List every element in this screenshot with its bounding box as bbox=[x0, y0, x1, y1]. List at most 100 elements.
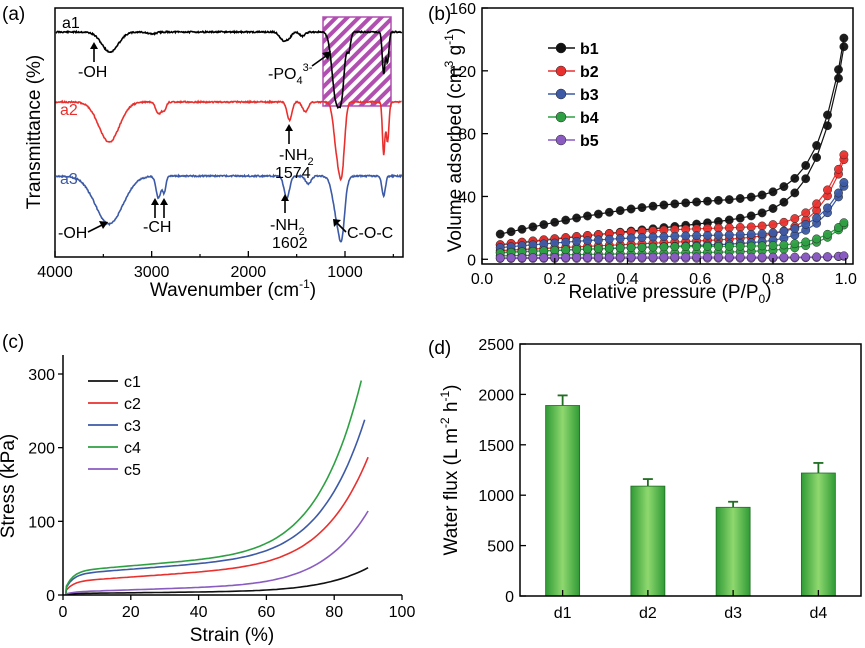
panel-d-xtick-label-d1: d1 bbox=[554, 605, 572, 622]
legend-label-c5: c5 bbox=[124, 462, 141, 479]
panel-b-ytick-label-2: 80 bbox=[458, 127, 476, 144]
arrowhead-nh2-a2 bbox=[285, 124, 293, 131]
panel-d-frame bbox=[519, 343, 862, 597]
bar-d3 bbox=[715, 506, 751, 597]
point-b4-des-7 bbox=[572, 244, 582, 254]
point-b3-des-27 bbox=[790, 224, 800, 234]
point-b2-des-30 bbox=[823, 185, 832, 195]
panel-b-xtick-label-0: 0.0 bbox=[471, 271, 493, 288]
legend-label-b4: b4 bbox=[580, 110, 599, 127]
point-b3-des-28 bbox=[801, 219, 811, 229]
series-line-c5 bbox=[65, 510, 369, 596]
panel-b-xtick-label-4: 0.8 bbox=[762, 271, 784, 288]
point-b5-des-9 bbox=[593, 252, 603, 262]
point-b1-des-15 bbox=[659, 200, 669, 210]
point-b2-des-23 bbox=[746, 222, 756, 232]
point-b3-des-23 bbox=[746, 229, 756, 239]
point-b5-des-16 bbox=[670, 252, 680, 262]
point-b1-ads-27 bbox=[790, 188, 800, 198]
point-b5-des-21 bbox=[724, 252, 734, 262]
panel-d-xtick-label-d3: d3 bbox=[724, 605, 742, 622]
point-b2-des-27 bbox=[790, 214, 800, 224]
point-b1-des-26 bbox=[779, 182, 789, 192]
point-b1-des-24 bbox=[757, 190, 767, 200]
annotation-po4: -PO43- bbox=[268, 62, 313, 87]
panel-b-ylabel: Volume adsorbed (cm3 g-1) bbox=[442, 28, 466, 252]
annotation-nh2-a2: -NH2 bbox=[279, 147, 314, 168]
point-b1-des-14 bbox=[648, 201, 658, 211]
bar-d2 bbox=[630, 485, 666, 597]
point-b5-des-10 bbox=[604, 252, 614, 262]
point-b2-des-31 bbox=[834, 164, 843, 174]
panel-a-xtick-label-1: 3000 bbox=[134, 264, 170, 281]
point-b4-des-30 bbox=[823, 229, 832, 239]
point-b3-des-32 bbox=[839, 178, 849, 187]
panel-c-ytick-label-1: 100 bbox=[28, 514, 55, 531]
point-b1-ads-26 bbox=[779, 197, 789, 207]
point-b1-des-1 bbox=[506, 227, 516, 237]
point-b3-des-22 bbox=[735, 230, 745, 240]
point-b5-des-20 bbox=[713, 252, 723, 262]
arrowhead-oh-bottom bbox=[99, 221, 108, 229]
point-b5-des-24 bbox=[757, 252, 767, 262]
arrow-po4 bbox=[311, 55, 327, 67]
legend-label-b5: b5 bbox=[580, 133, 599, 150]
legend-marker-b3 bbox=[555, 88, 567, 100]
panel-c-xtick-label-3: 60 bbox=[258, 604, 276, 621]
legend-label-b3: b3 bbox=[580, 87, 599, 104]
point-b1-des-12 bbox=[626, 204, 636, 214]
point-b1-ads-21 bbox=[724, 215, 734, 225]
legend-label-c1: c1 bbox=[124, 374, 141, 391]
panel-a-highlight-box bbox=[322, 16, 392, 107]
point-b5-des-27 bbox=[790, 252, 800, 262]
series-line-c2 bbox=[64, 456, 369, 596]
panel-c-xtick-label-5: 100 bbox=[389, 604, 416, 621]
series-line-c4 bbox=[64, 380, 363, 596]
panel-b-ytick-label-4: 160 bbox=[449, 1, 476, 18]
point-b1-des-16 bbox=[670, 199, 680, 209]
point-b1-des-0 bbox=[495, 229, 505, 239]
point-b4-des-6 bbox=[561, 245, 571, 255]
panel-c-ytick-label-2: 200 bbox=[28, 441, 55, 458]
point-b4-des-8 bbox=[583, 244, 592, 254]
series-line-c3 bbox=[64, 419, 366, 596]
point-b1-des-8 bbox=[583, 211, 592, 221]
point-b3-des-12 bbox=[626, 233, 636, 243]
point-b1-ads-25 bbox=[768, 204, 778, 213]
point-b4-des-22 bbox=[735, 241, 745, 251]
panel-b-xtick-label-5: 1.0 bbox=[835, 271, 857, 288]
legend-marker-b4 bbox=[555, 111, 567, 123]
legend-marker-b5 bbox=[555, 134, 567, 146]
point-b1-des-32 bbox=[839, 33, 849, 43]
legend-label-b1: b1 bbox=[580, 41, 599, 58]
panel-b-ytick-label-1: 40 bbox=[458, 189, 476, 206]
panel-b-frame bbox=[481, 7, 854, 265]
annotation-nh2-a2-value: 1574 bbox=[275, 165, 311, 182]
point-b3-des-30 bbox=[823, 203, 832, 213]
series-line-a1 bbox=[55, 29, 403, 110]
point-b1-des-20 bbox=[713, 195, 723, 205]
arrowhead-ch-2 bbox=[160, 198, 168, 205]
legend-marker-b2 bbox=[555, 65, 567, 77]
point-b5-des-30 bbox=[823, 252, 832, 262]
point-b3-des-16 bbox=[670, 231, 680, 241]
point-b5-des-18 bbox=[692, 252, 702, 262]
point-b4-des-27 bbox=[790, 239, 800, 249]
point-b1-ads-29 bbox=[812, 153, 822, 162]
panel-b-xlabel: Relative pressure (P/P0) bbox=[568, 282, 771, 306]
point-b1-des-21 bbox=[724, 195, 734, 205]
point-b3-des-6 bbox=[561, 237, 571, 247]
panel-c-xtick-label-0: 0 bbox=[59, 604, 68, 621]
point-b5-des-14 bbox=[648, 252, 658, 262]
point-b5-des-22 bbox=[735, 252, 745, 262]
panel-a: 4000 3000 2000 1000 Wavenumber (cm-1) Trans… bbox=[24, 7, 404, 301]
point-b1-ads-23 bbox=[746, 211, 756, 221]
series-line-a2 bbox=[55, 99, 402, 182]
arrowhead-ch-1 bbox=[151, 198, 159, 205]
panel-a-xlabel: Wavenumber (cm-1) bbox=[150, 277, 316, 301]
arrowhead-oh-top bbox=[90, 42, 98, 49]
panel-d: 0 500 1000 1500 2000 2500 d1 d2 d3 d4 Water flux … bbox=[438, 337, 862, 622]
point-b4-des-24 bbox=[757, 241, 767, 251]
point-b3-des-13 bbox=[637, 233, 647, 242]
